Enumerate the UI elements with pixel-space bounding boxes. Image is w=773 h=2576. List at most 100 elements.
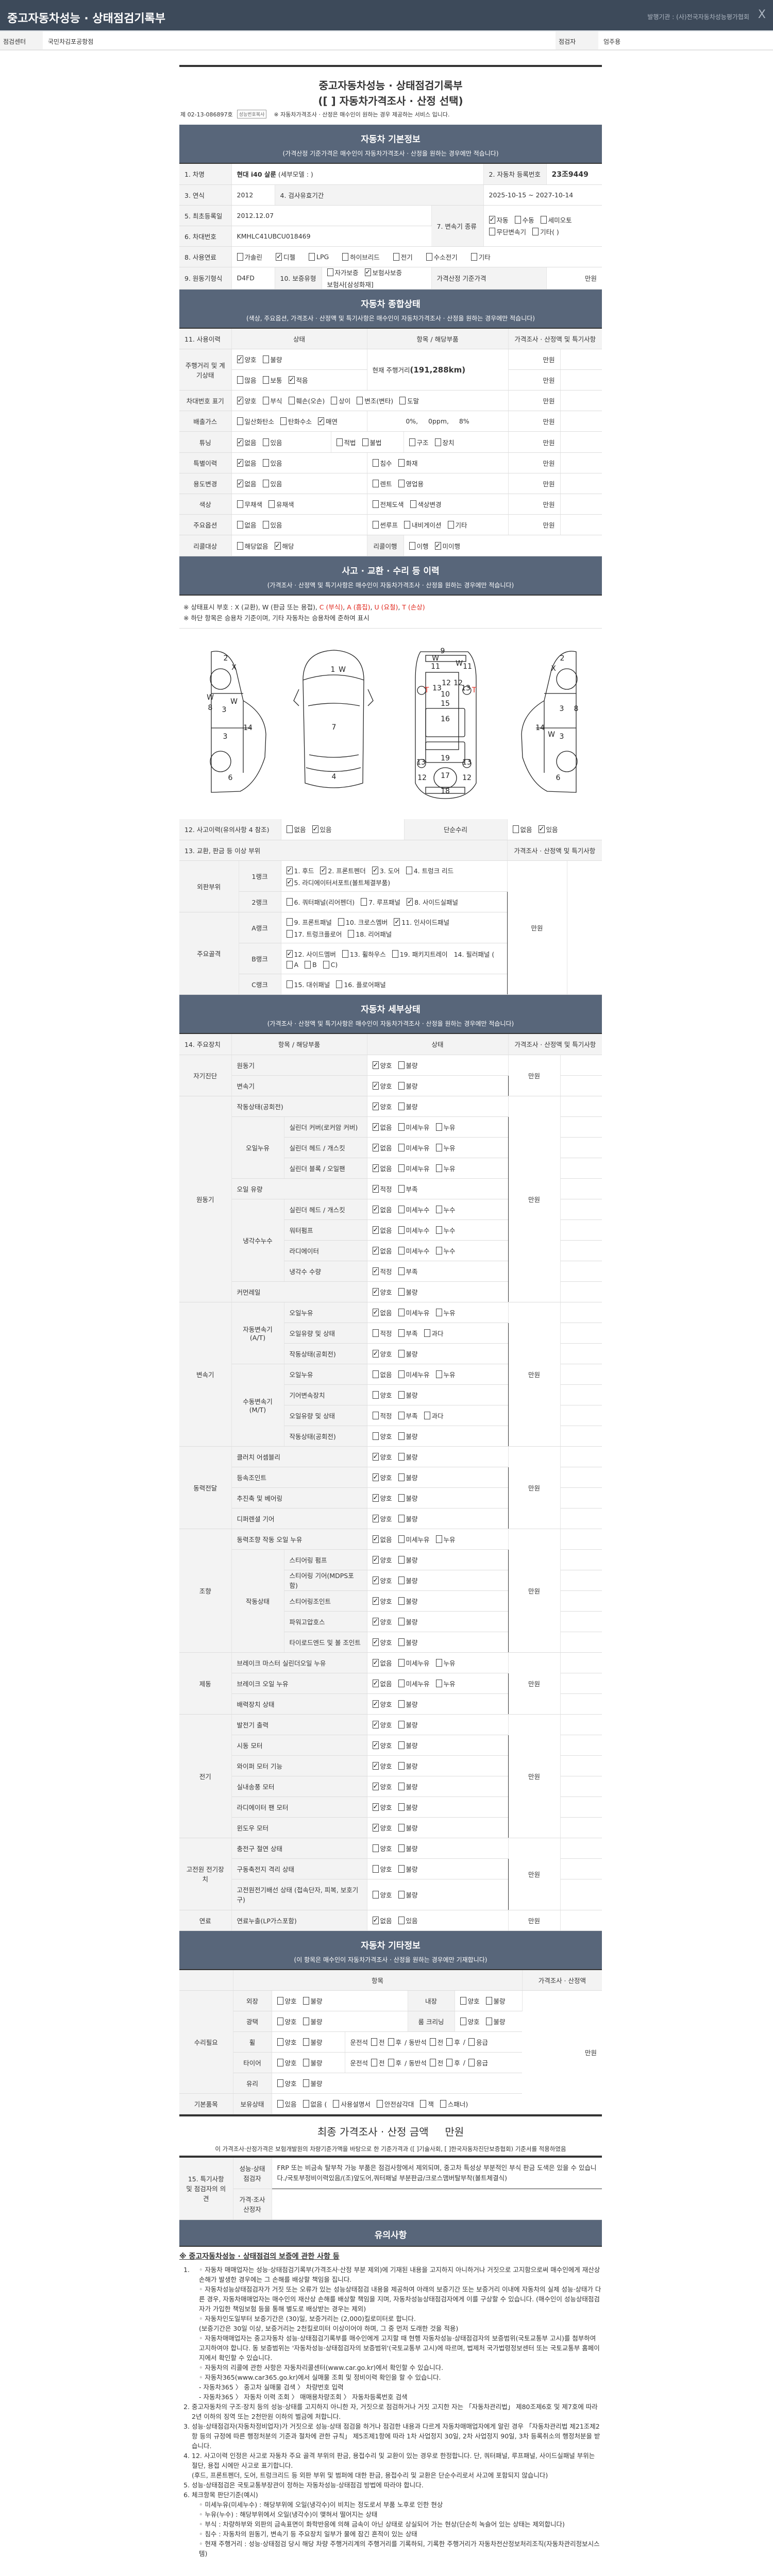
checkbox-양호[interactable]: ✓ 양호 [372,1514,392,1523]
checkbox-불량[interactable]: 불량 [398,1555,418,1565]
checkbox-무단변속기[interactable]: 무단변속기 [489,227,526,236]
note-cell[interactable] [560,1858,602,1879]
note-cell[interactable] [560,1570,602,1591]
checkbox-후[interactable]: 후 [446,2037,460,2047]
note-cell[interactable] [560,1075,602,1096]
checkbox-양호[interactable]: ✓ 양호 [372,1802,392,1812]
checkbox-없음-([interactable]: 없음 ( [303,2099,327,2109]
checkbox-하이브리드[interactable]: 하이브리드 [342,252,380,262]
checkbox-불량[interactable]: 불량 [262,354,282,364]
checkbox-불량[interactable]: 불량 [398,1823,418,1833]
note-cell[interactable] [560,1323,602,1344]
note-cell[interactable] [560,1281,602,1302]
checkbox-일산화탄소[interactable]: 일산화탄소 [237,416,274,426]
checkbox-미세누유[interactable]: 미세누유 [398,1163,430,1173]
checkbox-양호[interactable]: ✓ 양호 [372,1349,392,1359]
checkbox-기타[interactable]: 기타 [470,252,491,262]
checkbox-불량[interactable]: 불량 [398,1761,418,1771]
checkbox-탄화수소[interactable]: 탄화수소 [280,416,312,426]
checkbox-양호[interactable]: ✓ 양호 [372,1060,392,1070]
checkbox-없음[interactable]: ✓ 없음 [372,1225,392,1235]
checkbox-불량[interactable]: 불량 [303,2078,323,2088]
checkbox-양호[interactable]: 양호 [372,1864,392,1874]
checkbox-A[interactable]: A [286,960,298,969]
checkbox-양호[interactable]: 양호 [460,1996,480,2006]
checkbox-양호[interactable]: ✓ 양호 [372,1596,392,1606]
checkbox-양호[interactable]: 양호 [372,1390,392,1400]
checkbox-후[interactable]: 후 [388,2037,401,2047]
checkbox-가솔린[interactable]: 가솔린 [237,252,262,262]
note-cell[interactable] [560,1219,602,1241]
checkbox-8.-사이드실패널[interactable]: ✓ 8. 사이드실패널 [407,897,458,907]
checkbox-양호[interactable]: 양호 [277,2078,297,2088]
checkbox-기타[interactable]: 기타 [447,520,467,530]
checkbox-자동[interactable]: ✓ 자동 [489,215,509,225]
checkbox-불량[interactable]: 불량 [398,1349,418,1359]
checkbox-19.-패키지트레이[interactable]: 19. 패키지트레이 [392,949,448,959]
checkbox-보험사보증[interactable]: ✓ 보험사보증 [364,267,402,277]
note-cell[interactable] [560,1755,602,1776]
checkbox-없음[interactable]: 없음 [512,824,532,834]
checkbox-누수[interactable]: 누수 [435,1225,456,1235]
note-cell[interactable] [560,1549,602,1570]
checkbox-누유[interactable]: 누유 [435,1308,456,1317]
note-cell[interactable] [560,1508,602,1529]
checkbox-누수[interactable]: 누수 [435,1246,456,1256]
checkbox-전[interactable]: 전 [429,2037,443,2047]
checkbox-없음[interactable]: ✓ 없음 [372,1122,392,1132]
checkbox-이행[interactable]: 이행 [409,541,429,551]
checkbox-있음[interactable]: ✓ 있음 [312,824,332,834]
checkbox-불량[interactable]: 불량 [398,1390,418,1400]
checkbox-양호[interactable]: 양호 [372,1843,392,1853]
checkbox-있음[interactable]: 있음 [398,1916,418,1925]
checkbox-전[interactable]: 전 [371,2058,385,2067]
checkbox-미세누유[interactable]: 미세누유 [398,1679,430,1688]
note-cell[interactable] [560,1384,602,1405]
checkbox-없음[interactable]: 없음 [237,520,257,530]
note-cell[interactable] [560,1838,602,1859]
checkbox-양호[interactable]: ✓ 양호 [372,1287,392,1297]
checkbox-양호[interactable]: ✓ 양호 [372,1493,392,1503]
checkbox-양호[interactable]: ✓ 양호 [372,1575,392,1585]
checkbox-해당[interactable]: ✓ 해당 [274,541,294,551]
checkbox-적정[interactable]: 적정 [372,1411,392,1420]
note-cell[interactable] [560,1487,602,1509]
checkbox-양호[interactable]: ✓ 양호 [372,1081,392,1091]
checkbox-적정[interactable]: ✓ 적정 [372,1184,392,1194]
checkbox-부족[interactable]: 부족 [398,1411,418,1420]
note-cell[interactable] [560,1116,602,1138]
note-cell[interactable] [560,1240,602,1261]
checkbox-불량[interactable]: 불량 [485,2016,506,2026]
note-cell[interactable] [560,1673,602,1694]
note-cell[interactable] [560,1343,602,1364]
checkbox-11.-인사이드패널[interactable]: ✓ 11. 인사이드패널 [394,917,449,927]
checkbox-양호[interactable]: ✓ 양호 [372,1720,392,1730]
checkbox-적음[interactable]: ✓ 적음 [288,375,308,385]
checkbox-누유[interactable]: 누유 [435,1143,456,1153]
close-icon[interactable]: X [758,8,766,21]
checkbox-불량[interactable]: 불량 [398,1514,418,1523]
note-cell[interactable] [560,1302,602,1323]
checkbox-없음[interactable]: ✓ 없음 [237,479,257,488]
checkbox-불량[interactable]: 불량 [398,1617,418,1626]
checkbox-응급[interactable]: 응급 [468,2037,488,2047]
checkbox-누유[interactable]: 누유 [435,1369,456,1379]
checkbox-13.-휠하우스[interactable]: 13. 휠하우스 [342,949,386,959]
checkbox-불량[interactable]: 불량 [398,1699,418,1709]
checkbox-12.-사이드멤버[interactable]: ✓ 12. 사이드멤버 [286,949,336,959]
checkbox-미세누수[interactable]: 미세누수 [398,1225,430,1235]
checkbox-양호[interactable]: ✓ 양호 [372,1699,392,1709]
checkbox-있음[interactable]: 있음 [262,437,282,447]
checkbox-불량[interactable]: 불량 [398,1101,418,1111]
checkbox-불량[interactable]: 불량 [398,1596,418,1606]
checkbox-없음[interactable]: ✓ 없음 [372,1308,392,1317]
checkbox-불량[interactable]: 불량 [398,1890,418,1900]
note-cell[interactable] [560,1467,602,1488]
checkbox-있음[interactable]: 있음 [262,458,282,468]
note-cell[interactable] [560,1714,602,1735]
checkbox-적정[interactable]: ✓ 적정 [372,1266,392,1276]
note-cell[interactable] [560,1910,602,1931]
checkbox-없음[interactable]: 없음 [286,824,306,834]
checkbox-없음[interactable]: ✓ 없음 [372,1916,392,1925]
checkbox-유채색[interactable]: 유채색 [268,499,294,509]
